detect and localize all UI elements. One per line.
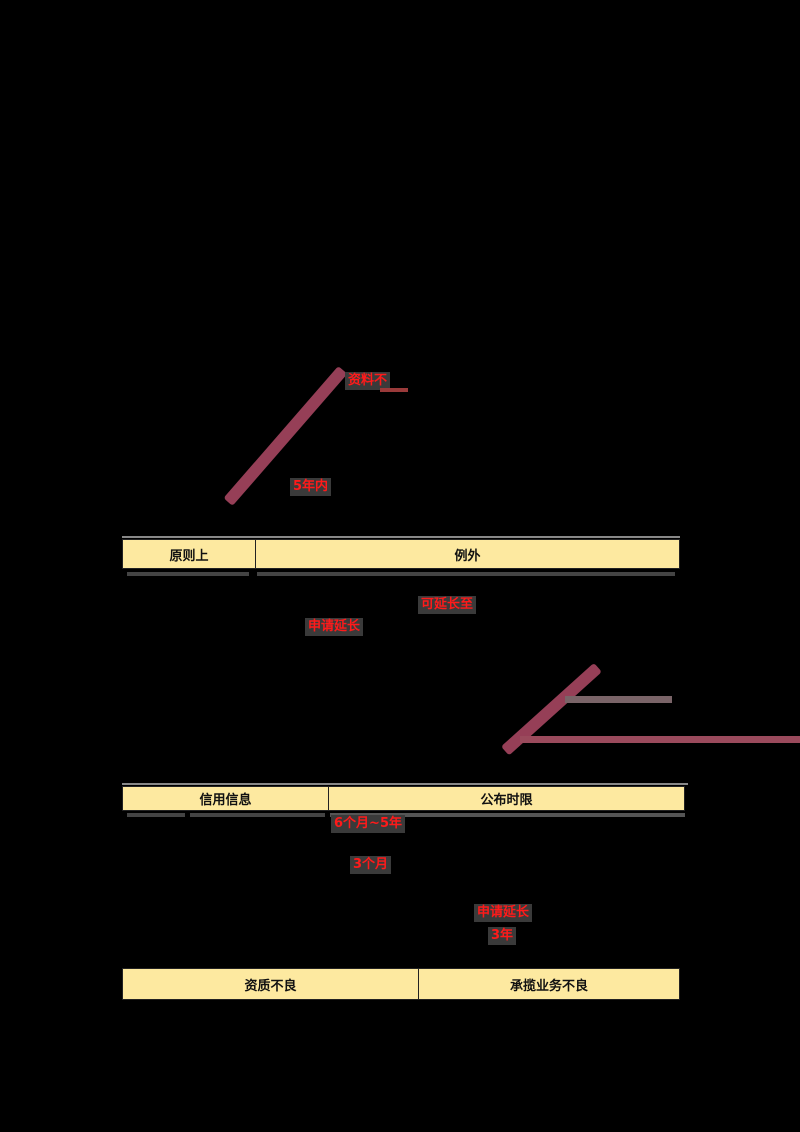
table3-header: 资质不良 承揽业务不良 (122, 968, 680, 1000)
gray-bar (565, 696, 672, 703)
table2-under-rule-2 (190, 813, 325, 817)
table1-top-rule (122, 536, 680, 538)
table1-under-rule (127, 572, 249, 576)
red-label-3-months: 3个月 (350, 856, 392, 874)
table3-header-qualification-bad: 资质不良 (244, 978, 297, 994)
table2-header-credit-info: 信用信息 (199, 793, 252, 808)
red-label-apply-extend: 申请延长 (474, 904, 533, 922)
table2-under-rule-3 (330, 813, 685, 817)
red-label-3-years: 3年 (488, 927, 517, 945)
table2-header: 信用信息 公布时限 (122, 786, 685, 811)
underline-accent-1 (380, 388, 408, 392)
table1-under-rule-2 (257, 572, 675, 576)
table1-header-principle: 原则上 (169, 548, 209, 564)
red-label-2: 5年内 (290, 478, 332, 496)
table3-header-business-bad: 承揽业务不良 (418, 969, 679, 999)
table2-under-rule (127, 813, 185, 817)
table2-header-publish-period: 公布时限 (328, 787, 684, 810)
red-label-4: 申请延长 (305, 618, 364, 636)
table1-header-exception: 例外 (255, 540, 679, 568)
table2-top-rule (122, 783, 688, 785)
red-label-3: 可延长至 (418, 596, 477, 614)
rose-bar (520, 736, 800, 743)
red-label-period-range: 6个月~5年 (331, 815, 405, 833)
red-label-1: 资料不 (345, 372, 391, 390)
table1-header: 原则上 例外 (122, 539, 680, 569)
